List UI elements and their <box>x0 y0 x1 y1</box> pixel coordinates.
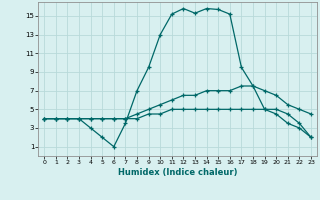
X-axis label: Humidex (Indice chaleur): Humidex (Indice chaleur) <box>118 168 237 177</box>
